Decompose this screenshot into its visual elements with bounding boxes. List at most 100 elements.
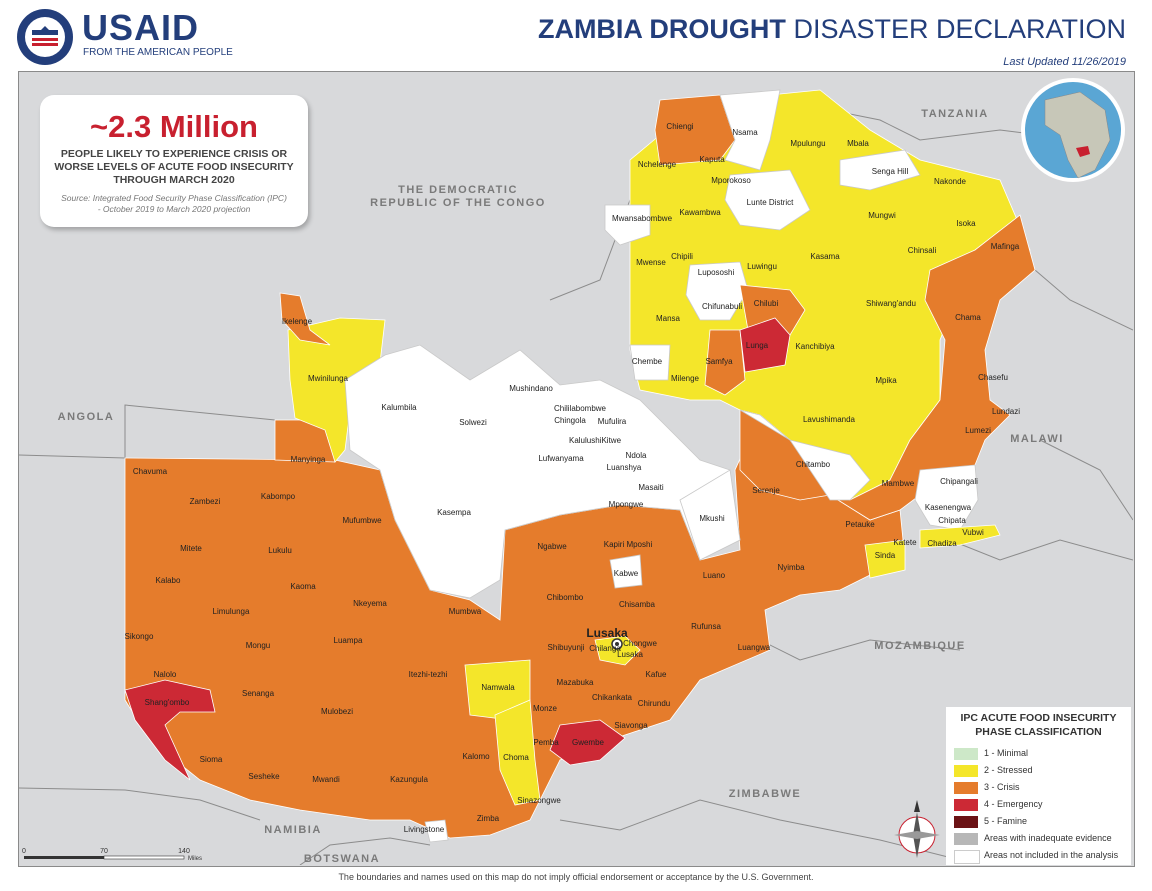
region-samfya-crisis [704, 329, 746, 396]
usaid-tagline: FROM THE AMERICAN PEOPLE [83, 47, 233, 58]
district-label: Nkeyema [353, 599, 387, 608]
region-ikelenge [279, 292, 331, 346]
globe-inset-icon [1021, 78, 1125, 182]
district-label: Isoka [956, 219, 976, 228]
title-rest: DISASTER DECLARATION [785, 14, 1126, 44]
scale-tick-0: 0 [22, 848, 26, 855]
district-labels: Chiengi Nsama Mpulungu Mbala Nchelenge K… [125, 122, 1021, 834]
district-label: Nchelenge [638, 160, 677, 169]
district-label: Namwala [481, 683, 515, 692]
district-label: Masaiti [638, 483, 664, 492]
usaid-logo: USAID [82, 7, 200, 48]
callout-source-1: Source: Integrated Food Security Phase C… [61, 193, 287, 203]
district-label: Lupososhi [698, 268, 735, 277]
district-label: Mufulira [598, 417, 627, 426]
district-label: Mpika [875, 376, 897, 385]
legend-swatch [954, 850, 980, 864]
district-label: Chasefu [978, 373, 1008, 382]
lusaka-capital-marker [611, 638, 623, 650]
callout-line-2: WORSE LEVELS OF ACUTE FOOD INSECURITY [54, 161, 294, 173]
region-lunga [739, 317, 791, 373]
district-label: Mafinga [991, 242, 1020, 251]
district-label: Mufumbwe [342, 516, 382, 525]
district-label: Mpulungu [790, 139, 825, 148]
district-label: Mkushi [699, 514, 725, 523]
region-lusaka-yellow [594, 635, 641, 666]
district-label: Kapiri Mposhi [604, 540, 653, 549]
district-label: Katete [893, 538, 917, 547]
district-label: Luwingu [747, 262, 777, 271]
region-gwembe [549, 719, 626, 766]
scale-tick-140: 140 [178, 848, 190, 855]
region-livingstone-white [424, 819, 449, 843]
district-label: Kaputa [699, 155, 725, 164]
legend-title-1: IPC ACUTE FOOD INSECURITY [960, 712, 1117, 724]
label-angola: ANGOLA [58, 411, 115, 423]
label-botswana: BOTSWANA [304, 853, 380, 865]
district-label: Lunga [746, 341, 769, 350]
legend-label: 4 - Emergency [984, 799, 1043, 809]
map-legend: IPC ACUTE FOOD INSECURITY PHASE CLASSIFI… [946, 707, 1131, 865]
district-label: Mulobezi [321, 707, 353, 716]
district-label: Chongwe [623, 639, 657, 648]
district-label: Chilubi [754, 299, 779, 308]
district-label: Chingola [554, 416, 586, 425]
district-label: Ikelenge [282, 317, 313, 326]
scale-tick-70: 70 [100, 848, 108, 855]
district-label: Kafue [646, 670, 667, 679]
district-label: Chisamba [619, 600, 656, 609]
district-label: Chinsali [908, 246, 937, 255]
label-malawi: MALAWI [1010, 433, 1064, 445]
district-label: Zambezi [190, 497, 221, 506]
district-label: Choma [503, 753, 529, 762]
district-label: Shibuyunji [548, 643, 585, 652]
page-title: ZAMBIA DROUGHT DISASTER DECLARATION [538, 14, 1126, 45]
district-label: Mpongwe [609, 500, 644, 509]
district-label: Kasama [810, 252, 840, 261]
district-label: Nakonde [934, 177, 967, 186]
region-mkushi-white [679, 469, 741, 561]
district-label: Lundazi [992, 407, 1020, 416]
legend-swatch [954, 833, 978, 845]
district-label: Luano [703, 571, 726, 580]
district-label: Siavonga [614, 721, 648, 730]
region-chitambo-white [739, 409, 871, 501]
callout-line-3: THROUGH MARCH 2020 [113, 174, 235, 186]
legend-swatch [954, 799, 978, 811]
district-label: KalulushiKitwe [569, 436, 622, 445]
last-updated: Last Updated 11/26/2019 [1003, 56, 1126, 68]
country-labels: THE DEMOCRATIC REPUBLIC OF THE CONGO TAN… [58, 108, 1064, 865]
district-label: Mushindano [509, 384, 553, 393]
district-label: Vubwi [962, 528, 984, 537]
district-label: Nsama [732, 128, 758, 137]
district-label: Kalumbila [381, 403, 417, 412]
district-label: Itezhi-tezhi [409, 670, 448, 679]
district-label: Sinazongwe [517, 796, 561, 805]
scale-bar: 0 70 140 Miles [22, 848, 202, 862]
region-lupososhi-white [685, 261, 749, 321]
district-label: Chipangali [940, 477, 978, 486]
district-label: Luampa [334, 636, 363, 645]
district-label: Chipili [671, 252, 693, 261]
district-label: Sinda [875, 551, 896, 560]
district-label: Limulunga [213, 607, 250, 616]
district-label: Luangwa [738, 643, 771, 652]
district-label: Sioma [200, 755, 223, 764]
district-label: Mporokoso [711, 176, 751, 185]
district-label: Lukulu [268, 546, 292, 555]
population-callout: ~2.3 Million PEOPLE LIKELY TO EXPERIENCE… [40, 95, 308, 227]
region-chembe-white [629, 344, 671, 381]
district-label: Kalabo [156, 576, 181, 585]
district-label: Ngabwe [537, 542, 567, 551]
region-nsama-white [719, 89, 781, 171]
district-label: Mwandi [312, 775, 340, 784]
district-label: Mwinilunga [308, 374, 349, 383]
district-label: Chifunabuli [702, 302, 742, 311]
callout-headline: ~2.3 Million [90, 109, 258, 144]
district-label: Chibombo [547, 593, 584, 602]
compass-rose-icon [894, 800, 940, 858]
legend-label: Areas not included in the analysis [984, 850, 1119, 860]
district-label: Kalomo [462, 752, 490, 761]
district-label: Kasenengwa [925, 503, 972, 512]
district-label: Kaoma [290, 582, 316, 591]
